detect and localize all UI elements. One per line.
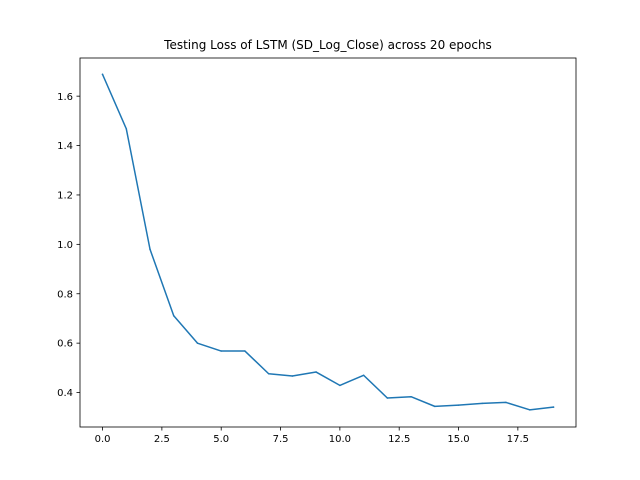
data-point	[125, 128, 128, 130]
data-point	[410, 395, 412, 398]
y-tick-label: 1.0	[57, 240, 73, 251]
chart-title: Testing Loss of LSTM (SD_Log_Close) acro…	[163, 38, 492, 52]
y-tick-label: 1.4	[57, 141, 73, 152]
y-tick-label: 1.2	[57, 191, 73, 202]
data-point	[552, 406, 555, 408]
data-point	[339, 384, 341, 387]
x-tick-label: 15.0	[447, 434, 469, 445]
data-point	[505, 401, 507, 404]
data-point	[457, 404, 460, 406]
data-point	[434, 405, 436, 408]
x-tick-label: 0.0	[95, 434, 111, 445]
series-line-0	[101, 73, 555, 411]
x-tick-label: 17.5	[507, 434, 529, 445]
y-tick-label: 0.8	[57, 289, 73, 300]
axes-frame	[79, 57, 577, 428]
data-point	[528, 409, 531, 411]
data-point	[315, 371, 317, 373]
data-point	[220, 350, 222, 352]
data-point	[149, 248, 151, 251]
data-point	[101, 73, 104, 76]
y-tick-label: 0.4	[57, 388, 73, 399]
data-point	[291, 375, 294, 377]
y-tick-label: 1.6	[57, 92, 73, 103]
x-tick-label: 7.5	[273, 434, 289, 445]
data-point	[362, 374, 365, 377]
data-point	[267, 373, 270, 375]
x-tick-label: 2.5	[154, 434, 170, 445]
plot-area: 0.0 2.5 5.0 7.5 10.0 12.5 15.0 17.5 0.4 0.6 0.8 1.0…	[57, 57, 577, 445]
data-point	[172, 314, 175, 317]
data-point	[196, 342, 199, 344]
x-tick-label: 5.0	[213, 434, 229, 445]
data-point	[244, 350, 246, 352]
data-point	[481, 402, 484, 405]
x-tick-label: 10.0	[329, 434, 351, 445]
data-point	[386, 397, 389, 399]
y-tick-label: 0.6	[57, 339, 73, 350]
x-tick-label: 12.5	[388, 434, 410, 445]
